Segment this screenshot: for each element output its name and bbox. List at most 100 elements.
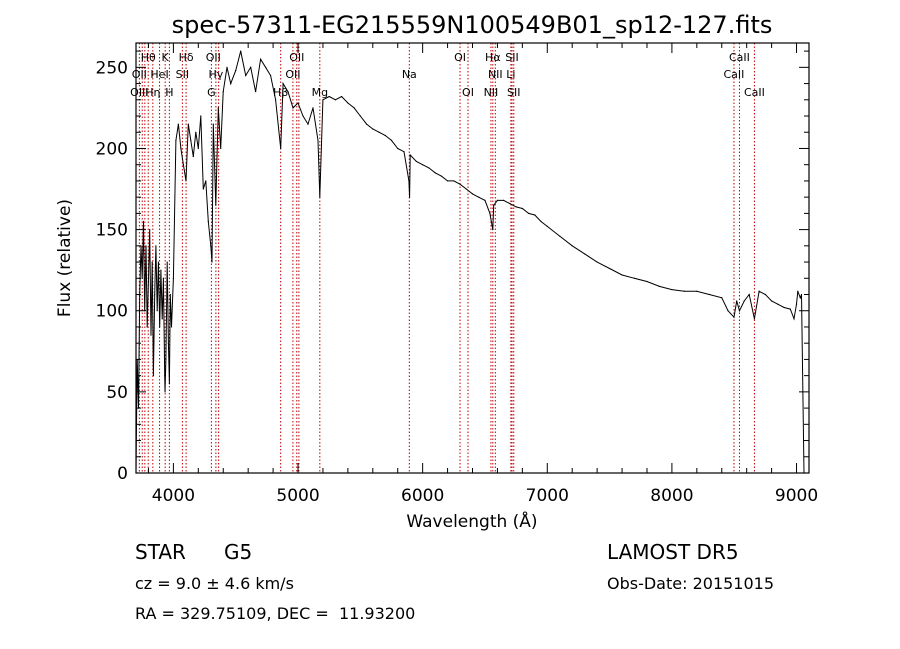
spectrum-point (205, 180, 207, 182)
spectral-line-label: Hη (145, 86, 160, 99)
spectrum-point (743, 300, 745, 302)
spectrum-point (302, 115, 304, 117)
spectrum-point (783, 306, 785, 309)
spectrum-point (322, 99, 324, 101)
spectrum-point (521, 207, 523, 210)
spectrum-point (347, 102, 349, 104)
redshift-cz: cz = 9.0 ± 4.6 km/s (135, 574, 294, 593)
spectrum-point (736, 300, 738, 302)
spectrum-point (596, 261, 598, 263)
spectrum-point (217, 107, 219, 109)
spectrum-point (170, 326, 173, 328)
spectrum-point (317, 139, 319, 141)
spectral-line-label: Hα (485, 51, 501, 64)
spectral-line-label: Hβ (273, 86, 288, 99)
spectrum-point (764, 293, 766, 296)
spectral-line-label: H (165, 86, 173, 99)
spectrum-point (671, 289, 673, 291)
spectral-line-label: G (207, 86, 216, 99)
spectrum-point (359, 115, 361, 117)
spectrum-point (397, 147, 399, 150)
spectrum-point (540, 220, 542, 223)
x-tick-label: 7000 (526, 486, 569, 506)
spectral-line-label: NII (488, 68, 503, 81)
spectrum-point (297, 102, 299, 104)
spectrum-point (312, 107, 314, 109)
x-tick-label: 6000 (401, 486, 444, 506)
spectrum-point (492, 229, 494, 231)
spectrum-point (187, 123, 189, 125)
spectrum-point (270, 74, 272, 77)
x-tick-label: 8000 (650, 486, 693, 506)
spectrum-point (190, 139, 192, 141)
spectrum-point (534, 214, 536, 216)
spectrum-point (559, 235, 561, 237)
spectrum-point (274, 99, 277, 101)
spectrum-point (683, 290, 685, 292)
spectrum-point (434, 172, 436, 174)
spectrum-point (150, 334, 152, 336)
spectral-line-label: K (162, 51, 170, 64)
spectral-line-label: Mg (312, 86, 328, 99)
spectrum-point (245, 74, 247, 77)
spectrum-point (708, 293, 710, 296)
spectrum-point (753, 318, 756, 320)
spectral-line-label: HeI (150, 68, 168, 81)
y-axis-label: Flux (relative) (55, 199, 75, 317)
spectrum-point (390, 139, 393, 141)
x-tick-label: 4000 (152, 486, 195, 506)
spectrum-point (146, 326, 148, 328)
spectral-line-label: OI (462, 86, 474, 99)
spectrum-point (149, 229, 151, 231)
spectrum-point (250, 66, 252, 68)
spectrum-point (168, 383, 171, 385)
spectrum-point (222, 91, 224, 93)
spectrum-point (771, 300, 773, 302)
spectrum-point (195, 131, 197, 133)
spectrum-point (721, 297, 723, 299)
x-axis-label: Wavelength (Å) (406, 510, 537, 532)
spectrum-point (408, 196, 411, 198)
object-class: STAR (135, 540, 186, 564)
spectral-line-label: OII (289, 51, 304, 64)
spectrum-point (151, 261, 153, 263)
spectrum-point (235, 69, 237, 72)
spectrum-point (154, 293, 156, 296)
spectrum-point (608, 267, 611, 270)
spectrum-point (152, 375, 155, 377)
spectrum-point (403, 151, 405, 153)
spectrum-point (478, 196, 480, 198)
spectrum-point (365, 123, 368, 125)
coordinates: RA = 329.75109, DEC = 11.93200 (135, 604, 416, 623)
spectrum-point (509, 203, 511, 205)
spectrum-point (789, 308, 791, 310)
spectrum-series (135, 50, 805, 474)
spectrum-point (197, 147, 199, 150)
spectrum-point (646, 280, 648, 283)
y-tick-label: 250 (96, 58, 128, 78)
spectrum-point (384, 134, 386, 137)
spectrum-point (169, 293, 171, 296)
spectral-line-label: Na (402, 68, 417, 81)
spectrum-point (280, 147, 282, 150)
spectrum-point (422, 164, 424, 166)
spectrum-point (210, 245, 212, 247)
spectrum-point (142, 220, 145, 223)
spectrum-point (453, 180, 455, 182)
spectrum-point (220, 147, 222, 150)
spectrum-point (212, 123, 214, 125)
spectrum-point (496, 199, 499, 201)
spectrum-point (156, 310, 158, 312)
spectrum-point (571, 245, 573, 247)
spectrum-point (748, 293, 750, 296)
x-tick-label: 9000 (775, 486, 818, 506)
spectrum-point (800, 293, 803, 296)
spectrum-point (696, 290, 698, 292)
spectrum-point (372, 128, 374, 130)
spectrum-point (484, 199, 486, 201)
spectrum-point (177, 123, 179, 125)
spectrum-point (489, 212, 491, 214)
spectrum-point (226, 66, 228, 68)
